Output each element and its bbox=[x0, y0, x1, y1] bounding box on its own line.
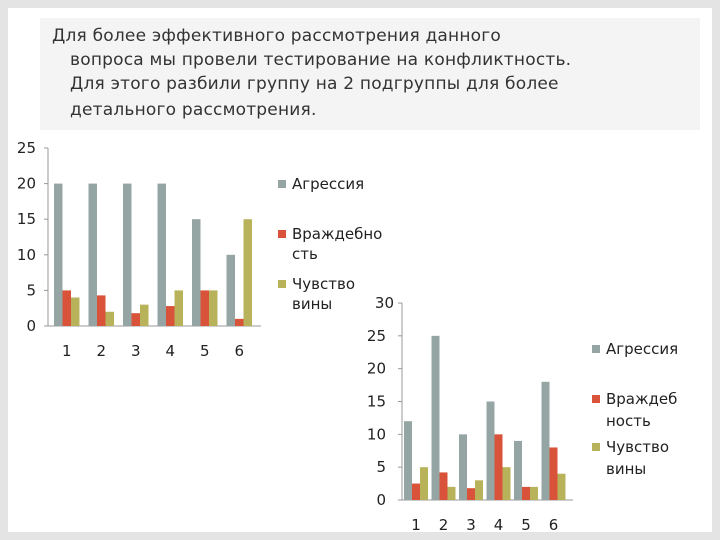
chart2-bar-1-series-3 bbox=[420, 467, 428, 500]
chart2-bar-5-series-3 bbox=[530, 486, 538, 500]
chart1-y-tick-label: 0 bbox=[26, 317, 36, 335]
chart2-legend-swatch-1 bbox=[592, 345, 600, 353]
chart1-x-tick-label: 4 bbox=[165, 342, 175, 360]
chart2-x-tick-label: 5 bbox=[521, 516, 531, 534]
chart2-y-tick-label: 30 bbox=[375, 294, 394, 312]
chart2-x-tick-label: 6 bbox=[549, 516, 559, 534]
chart1-legend-label-1: Агрессия bbox=[292, 175, 364, 193]
chart1-x-tick-label: 2 bbox=[96, 342, 106, 360]
intro-line-3: Для этого разбили группу на 2 подгруппы … bbox=[70, 74, 559, 94]
chart2-x-tick-label: 3 bbox=[466, 516, 476, 534]
chart2-bar-5-series-2 bbox=[522, 486, 530, 500]
chart2-legend-label-3: вины bbox=[606, 460, 646, 478]
chart2-legend-swatch-2 bbox=[592, 395, 600, 403]
chart1-bar-2-series-3 bbox=[105, 311, 114, 326]
chart2-bar-2-series-1 bbox=[431, 335, 440, 500]
chart1-y-tick-label: 10 bbox=[17, 246, 36, 264]
chart1-bar-3-series-2 bbox=[131, 313, 140, 326]
chart1-bar-3-series-1 bbox=[123, 183, 132, 326]
chart2-y-tick-label: 10 bbox=[367, 425, 386, 443]
chart1-x-tick-label: 5 bbox=[200, 342, 210, 360]
chart2-y-tick-label: 15 bbox=[367, 393, 386, 411]
chart1-legend-label-3: Чувство bbox=[292, 275, 355, 293]
chart1-bar-2-series-2 bbox=[97, 295, 106, 326]
chart1-y-tick-label: 20 bbox=[17, 175, 36, 193]
chart2-x-tick-label: 4 bbox=[494, 516, 504, 534]
chart2-bar-3-series-3 bbox=[475, 480, 483, 500]
chart1-legend-label-2: сть bbox=[292, 245, 318, 263]
chart1-bar-6-series-1 bbox=[226, 254, 235, 326]
chart1-bar-3-series-3 bbox=[140, 304, 149, 326]
chart2-bar-6-series-3 bbox=[557, 473, 566, 500]
chart1-bar-1-series-1 bbox=[54, 183, 63, 326]
chart1-x-tick-label: 3 bbox=[131, 342, 141, 360]
chart2-bar-4-series-3 bbox=[502, 467, 511, 500]
chart1-bar-4-series-3 bbox=[174, 290, 183, 326]
chart2-bar-4-series-2 bbox=[494, 434, 503, 500]
chart2-x-tick-label: 1 bbox=[411, 516, 421, 534]
chart1-legend-label-3: вины bbox=[292, 295, 332, 313]
chart2-legend-label-2: ность bbox=[606, 412, 651, 430]
chart2-bar-1-series-2 bbox=[412, 483, 420, 500]
chart2-y-tick-label: 20 bbox=[367, 360, 386, 378]
chart2-bar-2-series-2 bbox=[439, 472, 448, 500]
intro-text-block: Для более эффективного рассмотрения данн… bbox=[40, 18, 700, 130]
chart2-bar-6-series-2 bbox=[549, 447, 558, 500]
chart2-legend-swatch-3 bbox=[592, 443, 600, 451]
chart2-x-tick-label: 2 bbox=[439, 516, 449, 534]
chart2-legend-label-1: Агрессия bbox=[606, 340, 678, 358]
intro-line-4: детального рассмотрения. bbox=[70, 100, 317, 120]
chart2-y-tick-label: 0 bbox=[376, 491, 386, 509]
chart1-bar-1-series-2 bbox=[62, 290, 71, 326]
chart1-bar-2-series-1 bbox=[88, 183, 97, 326]
intro-line-1: Для более эффективного рассмотрения данн… bbox=[52, 26, 502, 46]
chart1-bar-6-series-3 bbox=[243, 219, 252, 326]
chart1-bar-5-series-3 bbox=[209, 290, 218, 326]
chart2-bar-2-series-3 bbox=[447, 486, 456, 500]
chart1-bar-4-series-2 bbox=[166, 306, 175, 326]
chart2-legend-label-3: Чувство bbox=[606, 438, 669, 456]
chart1-legend-label-2: Враждебно bbox=[292, 225, 382, 243]
chart1-bar-6-series-2 bbox=[235, 318, 244, 326]
chart2-bar-3-series-1 bbox=[459, 434, 467, 500]
chart1-x-tick-label: 6 bbox=[234, 342, 244, 360]
chart1-legend-swatch-2 bbox=[278, 230, 286, 238]
chart2-bar-3-series-2 bbox=[467, 488, 475, 500]
chart2-y-tick-label: 25 bbox=[367, 327, 386, 345]
chart1-y-tick-label: 15 bbox=[17, 210, 36, 228]
chart2-bar-1-series-1 bbox=[404, 421, 412, 500]
chart2-bar-5-series-1 bbox=[514, 440, 522, 500]
chart1-legend-swatch-3 bbox=[278, 280, 286, 288]
chart1-bar-4-series-1 bbox=[157, 183, 166, 326]
intro-line-2: вопроса мы провели тестирование на конфл… bbox=[70, 50, 572, 70]
chart2-y-tick-label: 5 bbox=[376, 458, 386, 476]
chart1-x-tick-label: 1 bbox=[62, 342, 72, 360]
chart1-bar-1-series-3 bbox=[71, 297, 80, 326]
chart1-bar-5-series-1 bbox=[192, 219, 201, 326]
chart2-bar-4-series-1 bbox=[486, 401, 495, 500]
chart2-bar-6-series-1 bbox=[541, 381, 550, 500]
chart1-legend-swatch-1 bbox=[278, 180, 286, 188]
chart1-bar-5-series-2 bbox=[200, 290, 209, 326]
chart1-y-tick-label: 5 bbox=[26, 281, 36, 299]
chart1-y-tick-label: 25 bbox=[17, 139, 36, 157]
chart2-legend-label-2: Враждеб bbox=[606, 390, 677, 408]
